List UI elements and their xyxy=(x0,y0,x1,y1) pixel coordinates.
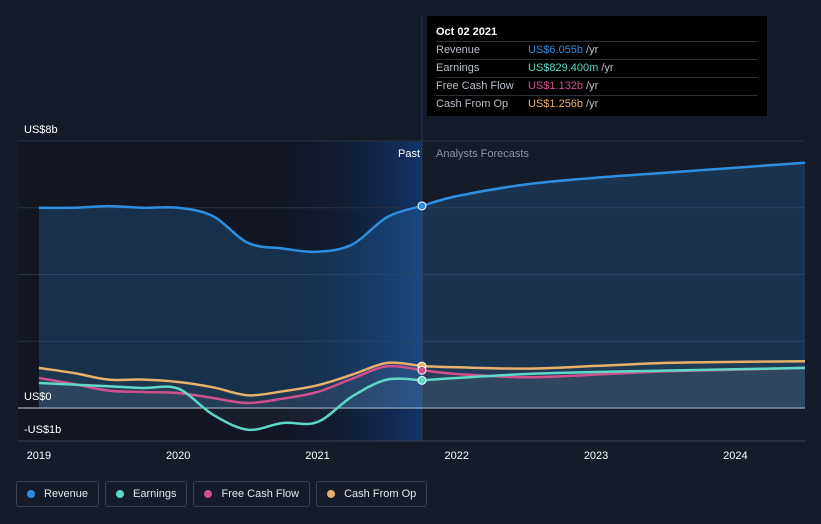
tooltip: Oct 02 2021 Revenue US$6.055b /yr Earnin… xyxy=(427,16,767,116)
legend-label: Earnings xyxy=(133,488,177,500)
series-marker-earnings xyxy=(417,375,427,385)
series-marker-revenue xyxy=(417,201,427,211)
tooltip-row-value: US$6.055b xyxy=(528,44,584,56)
past-zone-label: Past xyxy=(398,148,420,160)
y-axis-top-label: US$8b xyxy=(24,124,58,136)
legend-item-revenue[interactable]: Revenue xyxy=(16,481,100,507)
x-tick-label: 2019 xyxy=(27,450,51,462)
series-forecast-revenue xyxy=(421,161,806,208)
x-tick-label: 2021 xyxy=(305,450,329,462)
forecast-zone-label: Analysts Forecasts xyxy=(436,148,529,160)
legend-dot-icon xyxy=(204,490,213,498)
tooltip-row-label: Earnings xyxy=(436,62,480,74)
tooltip-row-earnings: Earnings US$829.400m /yr xyxy=(436,59,758,77)
series-line-cash-from-op xyxy=(38,361,423,397)
series-forecast-earnings xyxy=(421,366,806,382)
legend-dot-icon xyxy=(327,490,336,498)
legend-label: Cash From Op xyxy=(344,488,417,500)
series-marker-free-cash-flow xyxy=(417,365,427,375)
tooltip-row-label: Free Cash Flow xyxy=(436,80,514,92)
tooltip-row-value: US$1.256b xyxy=(528,98,584,110)
x-tick-label: 2022 xyxy=(445,450,469,462)
tooltip-row-unit: /yr xyxy=(586,98,599,110)
tooltip-row-value: US$1.132b xyxy=(528,80,584,92)
y-axis-zero-label: US$0 xyxy=(24,391,52,403)
legend-item-earnings[interactable]: Earnings xyxy=(105,481,188,507)
legend: Revenue Earnings Free Cash Flow Cash Fro… xyxy=(16,481,428,507)
tooltip-row-label: Cash From Op xyxy=(436,98,509,110)
series-area-earnings xyxy=(38,367,805,430)
tooltip-row-revenue: Revenue US$6.055b /yr xyxy=(436,41,758,59)
x-tick-label: 2024 xyxy=(723,450,747,462)
y-axis-bottom-label: -US$1b xyxy=(24,424,61,436)
series-line-free-cash-flow xyxy=(38,364,423,405)
tooltip-row-unit: /yr xyxy=(586,44,599,56)
legend-dot-icon xyxy=(116,490,125,498)
highlight-band xyxy=(282,141,422,441)
x-tick-label: 2020 xyxy=(166,450,190,462)
legend-label: Revenue xyxy=(44,488,89,500)
tooltip-date: Oct 02 2021 xyxy=(436,26,498,38)
series-line-revenue xyxy=(38,204,423,254)
tooltip-row-unit: /yr xyxy=(601,62,614,74)
tooltip-row-label: Revenue xyxy=(436,44,481,56)
legend-label: Free Cash Flow xyxy=(221,488,300,500)
legend-dot-icon xyxy=(27,490,35,498)
tooltip-row-cash-from-op: Cash From Op US$1.256b /yr xyxy=(436,95,758,113)
tooltip-row-unit: /yr xyxy=(586,80,599,92)
x-tick-label: 2023 xyxy=(584,450,608,462)
legend-item-free-cash-flow[interactable]: Free Cash Flow xyxy=(193,481,311,507)
series-forecast-cash-from-op xyxy=(421,360,806,370)
series-line-earnings xyxy=(38,377,422,432)
series-area-revenue xyxy=(38,162,805,408)
legend-item-cash-from-op[interactable]: Cash From Op xyxy=(316,481,428,507)
series-area-free-cash-flow xyxy=(38,366,805,408)
tooltip-row-free-cash-flow: Free Cash Flow US$1.132b /yr xyxy=(436,77,758,95)
tooltip-row-value: US$829.400m xyxy=(528,62,599,74)
